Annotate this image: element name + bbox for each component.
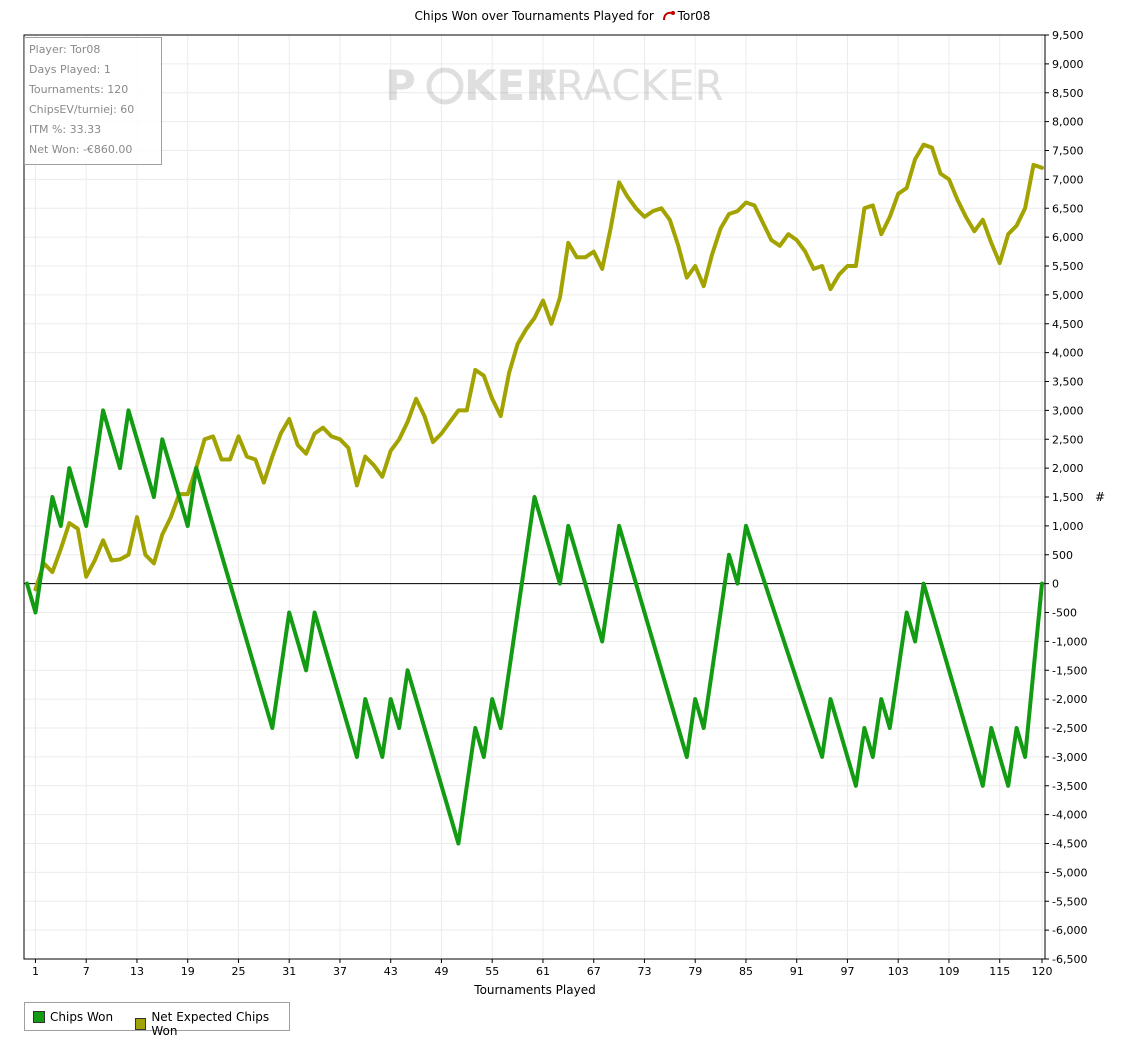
y-tick-label: -2,000 [1052, 693, 1087, 706]
chart-canvas: P KER TRACKER 9,500 9,000 8,500 8,000 7,500 7… [23, 29, 1105, 997]
x-tick-label: 61 [536, 965, 550, 978]
y-tick-label: -6,000 [1052, 924, 1087, 937]
x-tick-label: 73 [637, 965, 651, 978]
watermark-chip-icon [426, 67, 464, 105]
player-stats-box: Player: Tor08 Days Played: 1 Tournaments… [24, 37, 162, 165]
y-tick-label: 2,500 [1052, 433, 1084, 446]
legend-label-chips-won: Chips Won [50, 1010, 114, 1024]
pokertracker-watermark: P KER TRACKER [385, 61, 724, 110]
x-tick-label: 103 [888, 965, 909, 978]
y-tick-label: 4,000 [1052, 347, 1084, 360]
series-group [25, 142, 1044, 846]
player-site-icon [662, 10, 676, 25]
stat-tournaments: Tournaments: 120 [29, 83, 129, 96]
y-tick-label: -4,000 [1052, 809, 1087, 822]
y-tick-label: 6,000 [1052, 231, 1084, 244]
stat-days-played: Days Played: 1 [29, 63, 111, 76]
y-tick-label: 7,000 [1052, 173, 1084, 186]
x-axis-label: Tournaments Played [473, 983, 595, 997]
y-tick-label: 4,500 [1052, 318, 1084, 331]
series-line-net-expected [33, 142, 1044, 592]
x-tick-label: 91 [790, 965, 804, 978]
watermark-text-ker: KER [464, 61, 558, 110]
y-tick-label: 9,000 [1052, 58, 1084, 71]
y-tick-label: 2,000 [1052, 462, 1084, 475]
y-tick-label: -1,500 [1052, 664, 1087, 677]
watermark-text-tracker: TRACKER [529, 61, 724, 110]
y-tick-label: 500 [1052, 549, 1073, 562]
y-tick-label: -1,000 [1052, 635, 1087, 648]
chart-title-player: Tor08 [677, 9, 711, 23]
x-axis: 1 7 13 19 25 31 37 43 49 55 61 67 73 79 85 91 97 103 109 11… [32, 959, 1053, 978]
stat-itm: ITM %: 33.33 [29, 123, 102, 136]
y-tick-label: -5,500 [1052, 895, 1087, 908]
y-tick-label: 5,500 [1052, 260, 1084, 273]
y-tick-label: 3,000 [1052, 404, 1084, 417]
y-axis: 9,500 9,000 8,500 8,000 7,500 7,000 6,500 6,000… [1045, 29, 1087, 966]
y-tick-label: -3,500 [1052, 780, 1087, 793]
y-tick-label: 8,500 [1052, 87, 1084, 100]
x-tick-label: 85 [739, 965, 753, 978]
y-axis-label: # [1095, 490, 1105, 504]
x-tick-label: 37 [333, 965, 347, 978]
legend-swatch-chips-won [33, 1011, 45, 1023]
y-tick-label: 7,500 [1052, 145, 1084, 158]
x-tick-label: 97 [840, 965, 854, 978]
x-tick-label: 49 [434, 965, 448, 978]
chart-title-text: Chips Won over Tournaments Played for [414, 9, 654, 23]
y-tick-label: 8,000 [1052, 116, 1084, 129]
chart-title: Chips Won over Tournaments Played for To… [0, 9, 1125, 25]
y-tick-label: -5,000 [1052, 866, 1087, 879]
watermark-text-p: P [385, 61, 416, 110]
x-tick-label: 7 [83, 965, 90, 978]
legend-swatch-net-expected [135, 1018, 147, 1030]
x-tick-label: 1 [32, 965, 39, 978]
x-tick-label: 13 [130, 965, 144, 978]
y-tick-label: -500 [1052, 607, 1077, 620]
y-tick-label: -4,500 [1052, 838, 1087, 851]
x-tick-label: 55 [485, 965, 499, 978]
y-tick-label: 6,500 [1052, 202, 1084, 215]
y-tick-label: -6,500 [1052, 953, 1087, 966]
legend: Chips Won Net Expected Chips Won [24, 1002, 290, 1038]
legend-label-net-expected: Net Expected Chips Won [151, 1010, 270, 1038]
y-tick-label: 9,500 [1052, 29, 1084, 42]
x-tick-label: 19 [181, 965, 195, 978]
stat-player: Player: Tor08 [29, 43, 101, 56]
y-tick-label: 5,000 [1052, 289, 1084, 302]
stat-chips-ev: ChipsEV/turniej: 60 [29, 103, 135, 116]
y-tick-label: 1,500 [1052, 491, 1084, 504]
legend-item-chips-won[interactable]: Chips Won [33, 1010, 113, 1024]
y-tick-label: -2,500 [1052, 722, 1087, 735]
stat-net-won: Net Won: -€860.00 [29, 143, 133, 156]
x-tick-label: 25 [231, 965, 245, 978]
x-tick-label: 79 [688, 965, 702, 978]
x-tick-label: 43 [384, 965, 398, 978]
legend-item-net-expected[interactable]: Net Expected Chips Won [135, 1010, 289, 1038]
x-tick-label: 120 [1032, 965, 1053, 978]
y-tick-label: 1,000 [1052, 520, 1084, 533]
series-line-chips-won [25, 408, 1044, 846]
x-tick-label: 109 [938, 965, 959, 978]
x-tick-label: 31 [282, 965, 296, 978]
x-tick-label: 115 [989, 965, 1010, 978]
y-tick-label: -3,000 [1052, 751, 1087, 764]
x-tick-label: 67 [587, 965, 601, 978]
y-tick-label: 3,500 [1052, 376, 1084, 389]
y-tick-label: 0 [1052, 578, 1059, 591]
